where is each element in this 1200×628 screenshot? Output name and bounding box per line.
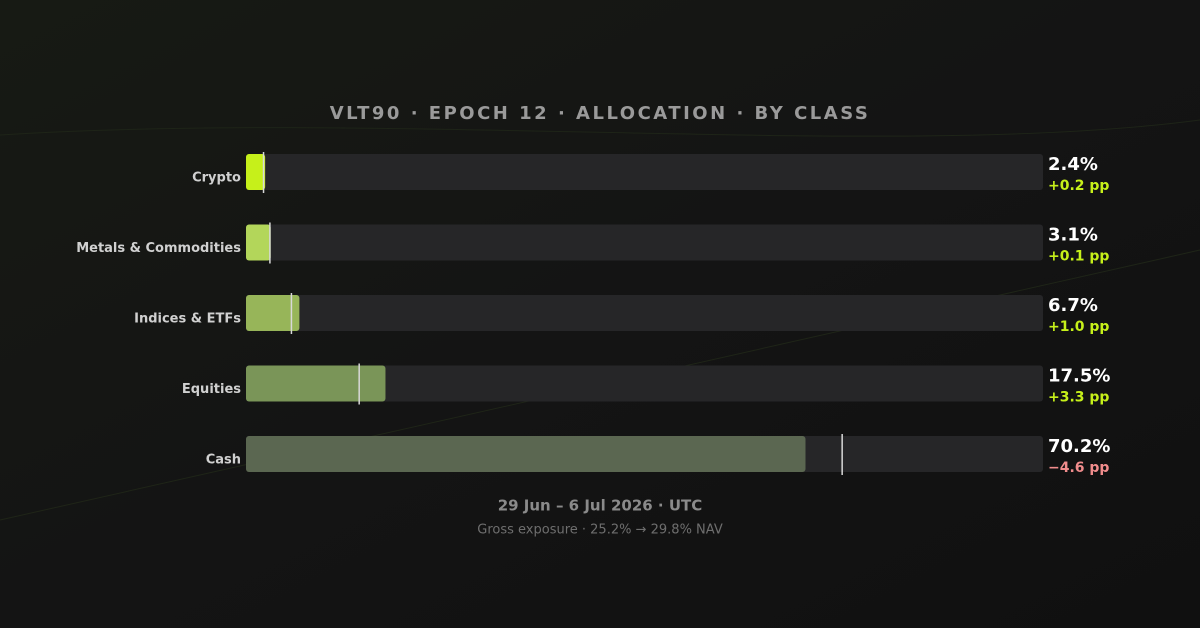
value-label: 17.5% (1048, 366, 1110, 387)
bar (246, 436, 806, 472)
change-label: +0.1 pp (1048, 249, 1109, 265)
decor-line (0, 119, 1200, 137)
category-label: Equities (182, 382, 241, 397)
bar-track (246, 365, 1043, 402)
value-label: 2.4% (1048, 154, 1098, 175)
footnote: Gross exposure · 25.2% → 29.8% NAV (477, 523, 723, 538)
bar (246, 224, 271, 261)
bar (246, 365, 386, 402)
change-label: +0.2 pp (1048, 178, 1109, 194)
chart-title: VLT90 · EPOCH 12 · ALLOCATION · BY CLASS (330, 103, 871, 124)
bar-track (246, 224, 1043, 261)
category-label: Indices & ETFs (134, 312, 241, 327)
value-label: 3.1% (1048, 225, 1098, 246)
subtitle: 29 Jun – 6 Jul 2026 · UTC (498, 497, 703, 515)
category-label: Metals & Commodities (76, 241, 241, 256)
bar (246, 295, 300, 331)
bar (246, 154, 266, 190)
change-label: +3.3 pp (1048, 390, 1109, 406)
value-label: 70.2% (1048, 436, 1110, 457)
change-label: +1.0 pp (1048, 319, 1109, 335)
category-label: Cash (206, 453, 241, 468)
category-label: Crypto (192, 171, 241, 186)
value-label: 6.7% (1048, 295, 1098, 316)
bar-track (246, 295, 1043, 331)
change-label: −4.6 pp (1048, 460, 1109, 476)
bar-track (246, 154, 1043, 190)
